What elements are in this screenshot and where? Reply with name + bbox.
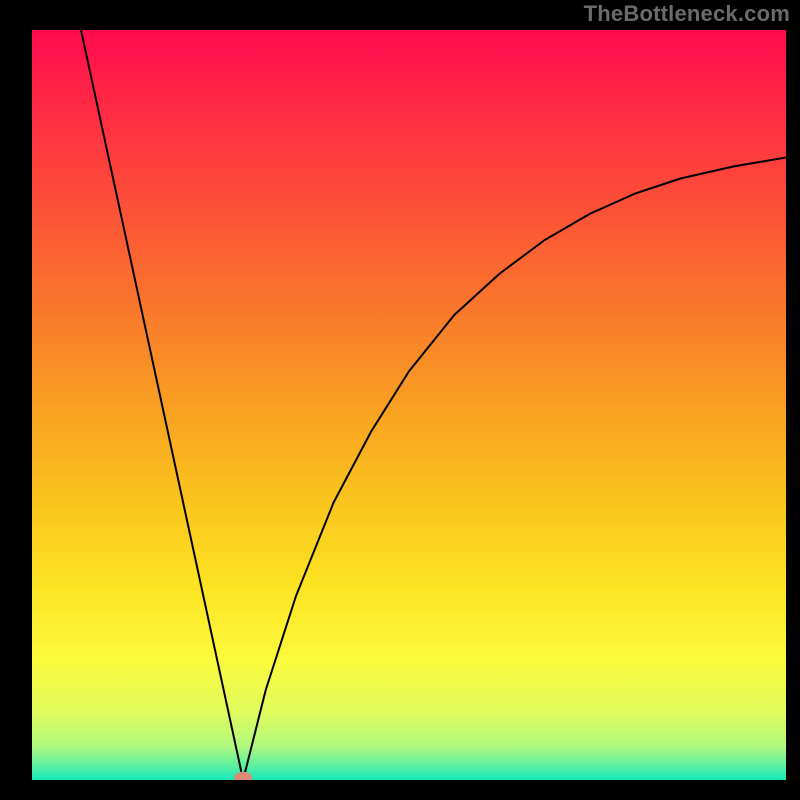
watermark-label: TheBottleneck.com	[584, 1, 790, 27]
plot-svg	[32, 30, 786, 780]
plot-area	[32, 30, 786, 780]
plot-background	[32, 30, 786, 780]
chart-frame: TheBottleneck.com	[0, 0, 800, 800]
